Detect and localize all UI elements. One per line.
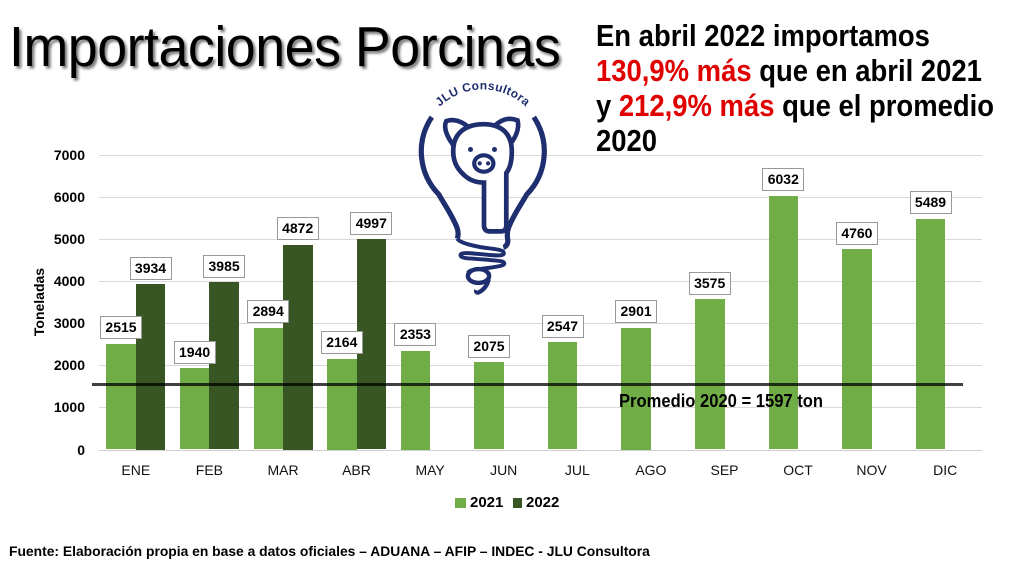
- svg-text:JLU Consultora: JLU Consultora: [432, 78, 533, 109]
